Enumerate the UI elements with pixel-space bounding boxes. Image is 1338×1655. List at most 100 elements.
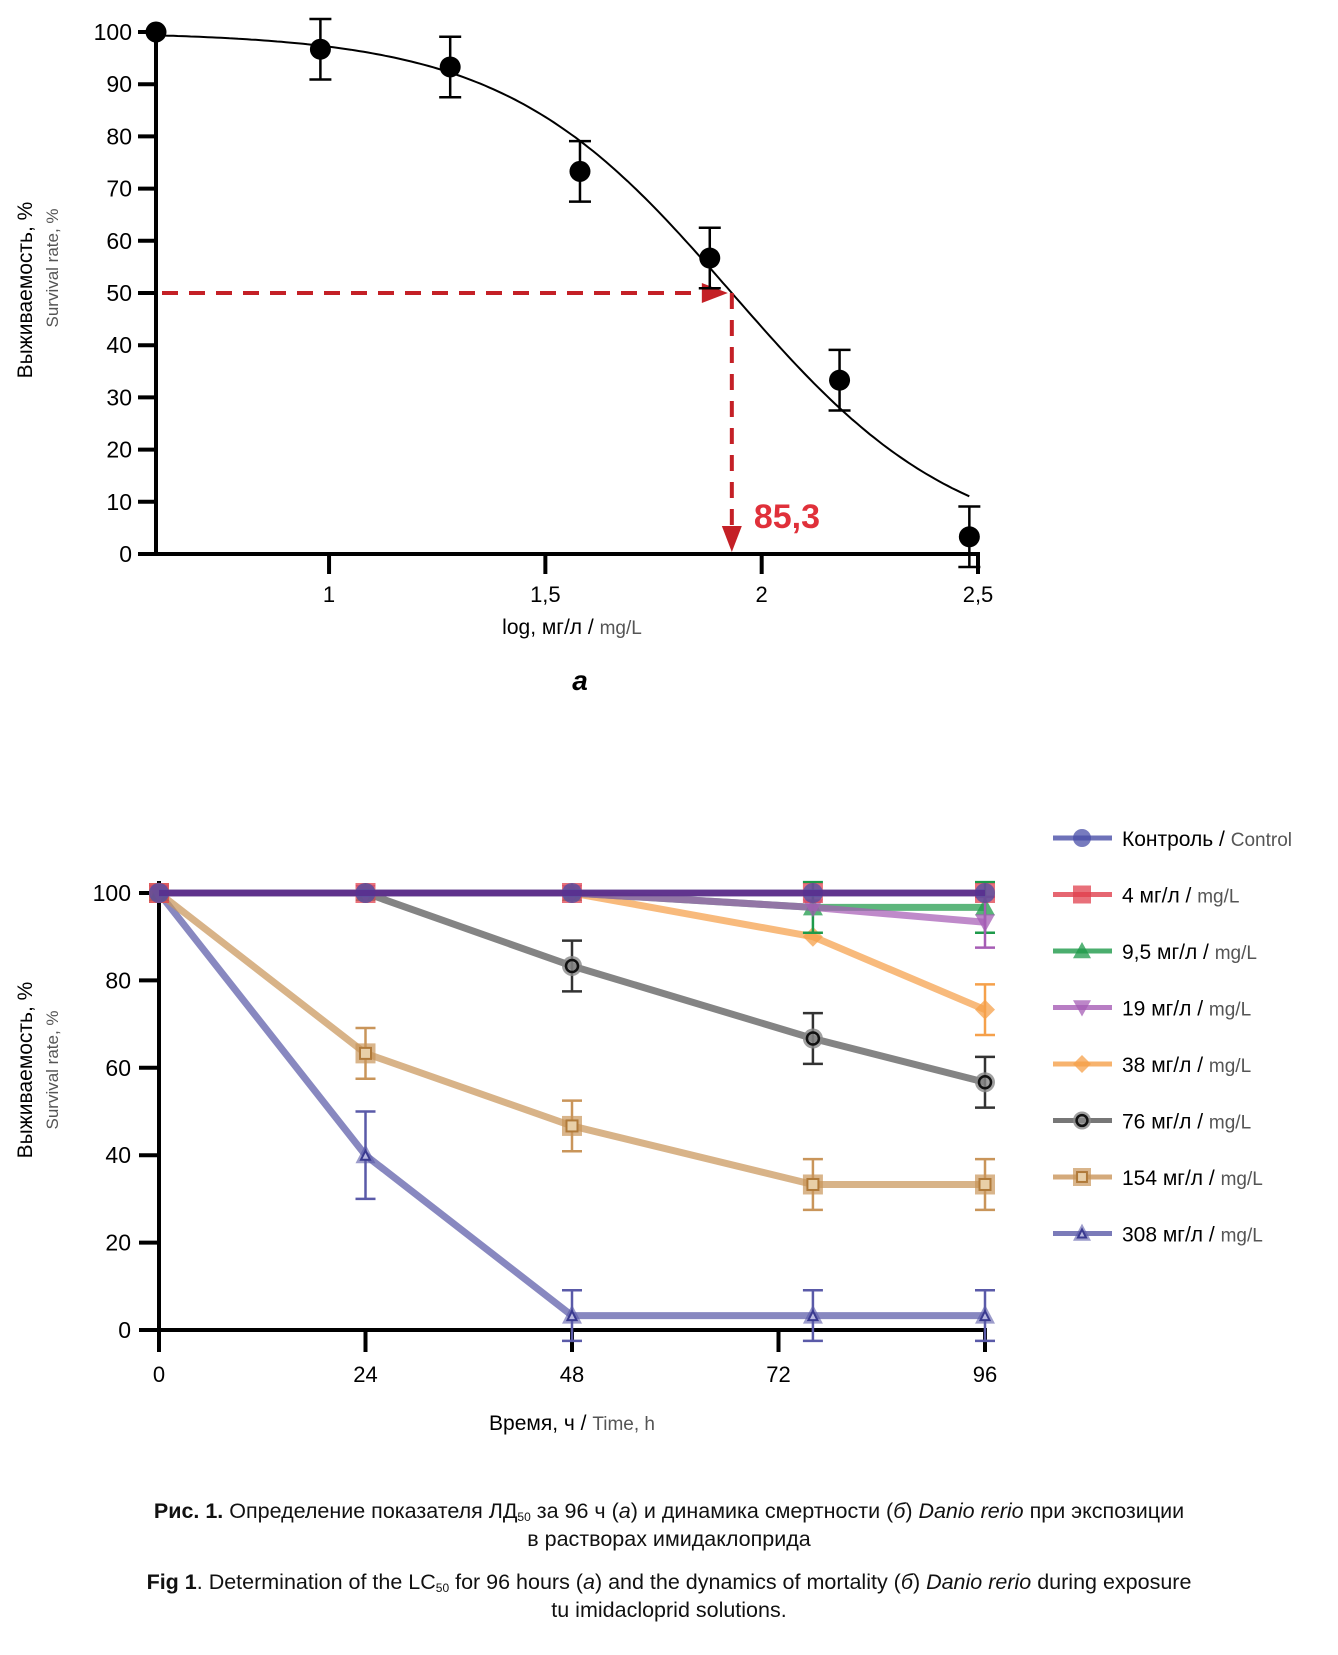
caption-en-panel-a: а [582,1570,595,1594]
marker-open-triangle-inner [1076,1227,1088,1239]
legend-label-sep: / [1191,1054,1209,1077]
x-axis-label-ru: Время, ч [489,1412,575,1435]
marker-open-square [802,1174,823,1195]
caption-ru-panel-a: а [618,1499,631,1523]
caption-en-text: ) and the dynamics of mortality ( [594,1570,901,1594]
legend-label-ru: 38 мг/л [1122,1054,1191,1077]
legend-label-en: mg/L [1221,1169,1263,1190]
legend-label-en: mg/L [1221,1226,1263,1247]
marker-open-triangle-inner [359,1148,372,1161]
y-axis-label-ru: Выживаемость, % [14,202,37,379]
legend-item: 76 мг/л / mg/L [1053,1111,1251,1134]
x-tick-label: 0 [153,1362,165,1387]
x-axis-label: Время, ч / Time, h [489,1412,655,1435]
legend-label-ru: 308 мг/л [1122,1224,1203,1247]
x-axis-label-sep: / [575,1412,593,1435]
caption-ru-text: Определение показателя ЛД [223,1499,518,1523]
y-tick-label: 60 [106,228,132,254]
series-7 [149,882,995,1343]
lc50-value-label: 85,3 [754,498,820,536]
y-tick-label: 20 [105,1230,131,1256]
marker-open-square-inner [806,1177,820,1191]
x-tick-label: 2 [756,582,768,607]
x-tick-label: 96 [973,1362,997,1387]
x-tick-label: 1 [323,582,335,607]
legend-label: 9,5 мг/л / mg/L [1122,941,1257,964]
marker-ring-inner [805,1031,821,1046]
y-tick-label: 70 [106,176,132,202]
series-6 [149,883,995,1212]
marker-triangle-down [975,914,995,933]
caption-en-text: ) [912,1570,927,1594]
caption-en-prefix: Fig 1 [146,1570,197,1594]
legend-label-ru: 9,5 мг/л [1122,941,1197,964]
marker-open-triangle [1073,1223,1091,1241]
legend-label-en: mg/L [1209,1000,1251,1021]
legend-label: 308 мг/л / mg/L [1122,1224,1263,1247]
legend-item: 9,5 мг/л / mg/L [1053,941,1257,964]
marker-open-square-inner [978,1177,992,1191]
y-tick-label: 0 [118,1317,131,1343]
panel-label-a: а [572,665,588,696]
marker-open-triangle [802,1304,823,1324]
y-tick-label: 10 [106,489,132,515]
data-point [958,526,980,548]
figure-caption-ru: Рис. 1. Определение показателя ЛД50 за 9… [0,1497,1338,1553]
legend-item: Контроль / Control [1053,828,1292,851]
data-point [309,38,331,60]
x-tick-label: 2,5 [963,582,994,607]
marker-open-square-inner [565,1119,579,1133]
caption-en-text: during exposure [1031,1570,1192,1594]
marker-open-triangle [975,1304,995,1324]
marker-triangle-up [1073,942,1091,959]
caption-en-panel-b: б [900,1570,913,1594]
legend-item: 38 мг/л / mg/L [1053,1054,1251,1077]
y-tick-label: 20 [106,437,132,463]
marker-open-square [1073,1168,1091,1186]
caption-ru-panel-b: б [893,1499,906,1523]
marker-open-triangle-inner [565,1308,579,1322]
y-axis-label-ru: Выживаемость, % [14,982,37,1159]
x-tick-label: 1,5 [530,582,561,607]
legend-label-ru: 19 мг/л [1122,998,1191,1021]
marker-ring-inner [564,958,580,974]
caption-ru-text: ) и динамика смертности ( [630,1499,894,1523]
data-point [145,21,167,43]
y-axis-label-en: Survival rate, % [43,1010,62,1129]
y-tick-label: 40 [105,1142,131,1168]
legend-label-en: mg/L [1215,943,1257,964]
marker-square [1073,885,1091,904]
legend-label-ru: 154 мг/л [1122,1167,1203,1190]
y-tick-label: 50 [106,280,132,306]
legend-label-ru: Контроль [1122,828,1213,851]
marker-open-triangle-inner [806,1308,820,1322]
lc50-horizontal-arrowhead [701,283,728,303]
caption-ru-text: ) [905,1499,919,1523]
y-axis-label-en: Survival rate, % [43,208,62,327]
caption-ru-text: при экспозиции [1023,1499,1185,1523]
marker-open-triangle [355,1144,376,1164]
marker-open-square-inner [359,1046,372,1060]
marker-open-square [355,1043,376,1064]
y-tick-label: 100 [94,19,132,45]
legend-label: 19 мг/л / mg/L [1122,998,1251,1021]
legend-label-sep: / [1213,828,1231,851]
chart-a-survival-vs-log-concentration: 0 10 20 30 40 50 60 70 80 90 100 1 1,5 2 2,5 log, мг/л … [14,17,994,696]
legend-item: 308 мг/л / mg/L [1053,1224,1263,1247]
marker-ring [1073,1111,1091,1130]
x-axis-label-en: Time, h [592,1414,655,1435]
figure-caption-en: Fig 1. Determination of the LC50 for 96 … [0,1568,1338,1624]
x-axis-label-en: mg/L [600,618,642,639]
legend-item: 4 мг/л / mg/L [1053,885,1239,908]
legend-label-sep: / [1191,998,1209,1021]
legend-label-en: Control [1231,830,1292,851]
caption-ru-line2: в растворах имидаклоприда [527,1527,811,1551]
x-axis-label-sep: / [582,616,600,639]
data-point [829,369,851,391]
caption-ru-text: за 96 ч ( [530,1499,619,1523]
marker-diamond [975,999,995,1020]
y-tick-label: 60 [105,1055,131,1081]
caption-en-text: for 96 hours ( [449,1570,583,1594]
series-5 [149,883,995,1109]
